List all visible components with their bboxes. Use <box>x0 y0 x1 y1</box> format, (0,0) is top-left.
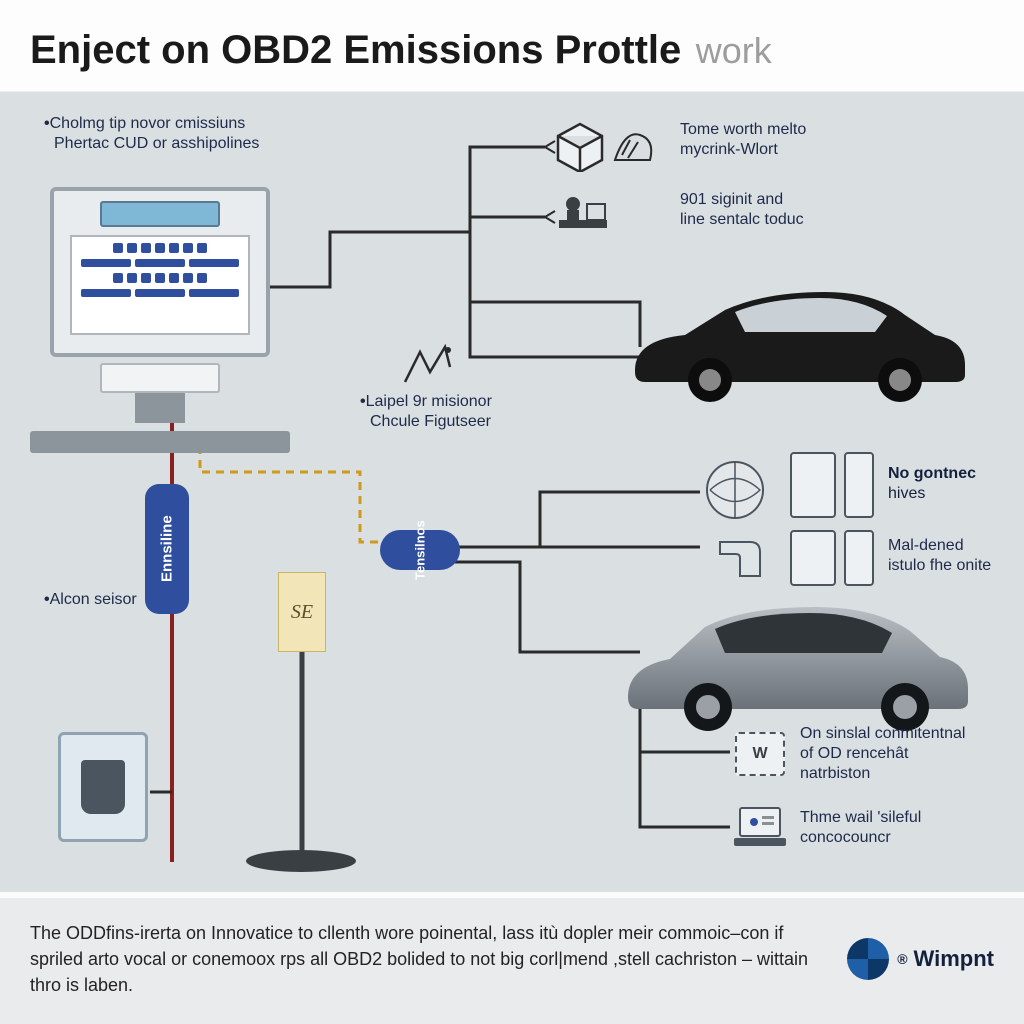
connector-box <box>58 732 148 842</box>
meter-icon-4 <box>844 530 874 586</box>
person-desk-icon <box>555 190 611 240</box>
footer: The ODDfins-irerta on Innovatice to clle… <box>0 898 1024 1024</box>
brand-logo-text: Wimpnt <box>914 943 994 975</box>
page-subtitle: work <box>696 30 772 71</box>
yellow-se-box: SE <box>278 572 326 652</box>
pill-tensilnos: Tensilnos <box>380 530 460 570</box>
yellow-se-label: SE <box>291 601 313 624</box>
box-icon <box>548 116 612 172</box>
car-suv-silver <box>610 597 980 742</box>
caption-r6: Thme wail 'sileful concocouncr <box>800 808 1010 848</box>
caption-r1-line2: mycrink-Wlort <box>680 141 778 158</box>
caption-r4: Mal-dened istulo fhe onite <box>888 536 1018 576</box>
meter-icon-1 <box>790 452 836 518</box>
footer-text: The ODDfins-irerta on Innovatice to clle… <box>30 920 815 998</box>
pill-tensilnos-label: Tensilnos <box>413 520 428 580</box>
caption-r4-line2: istulo fhe onite <box>888 557 991 574</box>
w-stamp-icon: W <box>735 732 785 776</box>
header: Enject on OBD2 Emissions Prottle work <box>0 0 1024 92</box>
pipe-icon <box>710 532 770 586</box>
caption-mid-line1: Laipel 9r misionor <box>366 393 492 410</box>
caption-r5-line2: of OD rencehât <box>800 745 909 762</box>
pill-ennsiline: Ennsiline <box>145 484 189 614</box>
caption-r3: No gontnec hives <box>888 464 1018 504</box>
caption-r6-line2: concocouncr <box>800 829 891 846</box>
page-title: Enject on OBD2 Emissions Prottle <box>30 28 681 72</box>
caption-r3-line2: hives <box>888 485 925 502</box>
caption-r4-line1: Mal-dened <box>888 537 964 554</box>
diagram-canvas: •Cholmg tip novor cmissiuns Phertac CUD … <box>0 92 1024 892</box>
pole-base <box>246 850 356 872</box>
brand-logo-icon <box>845 936 891 982</box>
caption-mid-line2: Chcule Figutseer <box>370 413 491 430</box>
pill-ennsiline-label: Ennsiline <box>159 516 176 583</box>
caption-r2: 901 siginit and line sentalc toduc <box>680 190 900 230</box>
caption-r5-line1: On sinslal conmitentnal <box>800 725 965 742</box>
machine-lcd <box>100 201 220 227</box>
caption-top-left-line2: Phertac CUD or asshipolines <box>54 135 259 152</box>
meter-icon-3 <box>790 530 836 586</box>
caption-r5: On sinslal conmitentnal of OD rencehât n… <box>800 724 1010 784</box>
caption-top-left: •Cholmg tip novor cmissiuns Phertac CUD … <box>44 114 304 154</box>
globe-icon <box>700 457 770 523</box>
laptop-icon <box>732 804 788 850</box>
meter-icon-2 <box>844 452 874 518</box>
diagnostic-machine <box>40 187 280 447</box>
hand-wipe-icon <box>610 120 660 170</box>
caption-r5-line3: natrbiston <box>800 765 870 782</box>
caption-r3-line1: No gontnec <box>888 465 976 482</box>
caption-r6-line1: Thme wail 'sileful <box>800 809 921 826</box>
caption-mid: •Laipel 9r misionor Chcule Figutseer <box>360 392 550 432</box>
connector-plug-icon <box>81 760 125 814</box>
caption-r1-line1: Tome worth melto <box>680 121 806 138</box>
car-sedan-black <box>615 280 975 410</box>
caption-r2-line2: line sentalc toduc <box>680 211 804 228</box>
caption-top-left-line1: Cholmg tip novor cmissiuns <box>50 115 246 132</box>
caption-alcon: •Alcon seisor <box>44 590 144 610</box>
machine-panel <box>70 235 250 335</box>
caption-alcon-text: Alcon seisor <box>50 591 137 608</box>
caption-r1: Tome worth melto mycrink-Wlort <box>680 120 900 160</box>
scribble-icon <box>400 342 460 392</box>
brand-logo: ®Wimpnt <box>845 936 994 982</box>
caption-r2-line1: 901 siginit and <box>680 191 783 208</box>
